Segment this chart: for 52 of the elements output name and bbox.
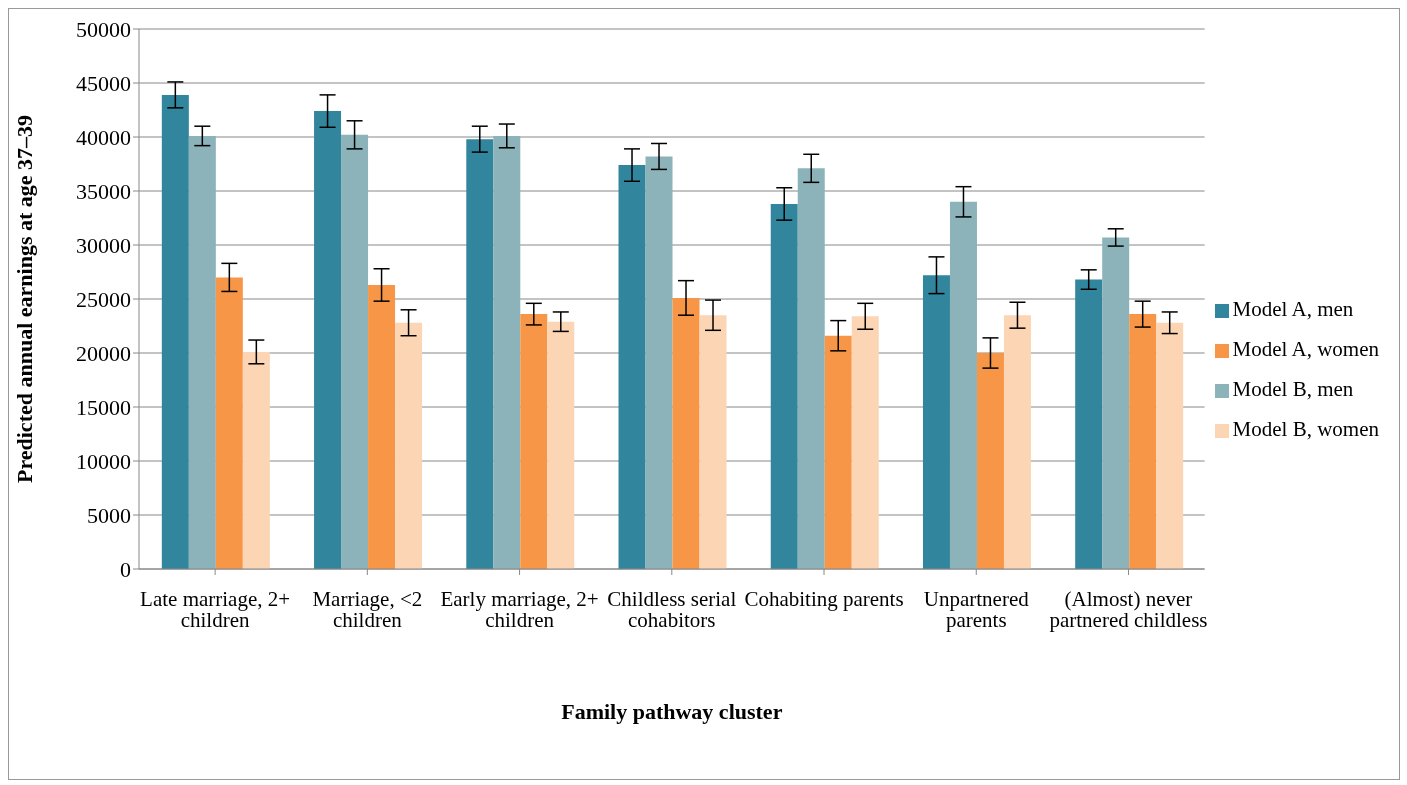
x-tick-label: Unpartnered parents [923, 586, 1030, 632]
bar [770, 203, 798, 569]
bar [341, 134, 369, 569]
y-tick-label: 45000 [76, 70, 131, 96]
x-axis-title: Family pathway cluster [561, 699, 783, 724]
bar [1075, 279, 1103, 569]
bar [547, 321, 575, 569]
bar [699, 315, 727, 569]
bar [493, 135, 521, 569]
legend-label: Model A, women [1232, 337, 1379, 361]
y-tick-label: 30000 [76, 232, 131, 258]
bar [242, 351, 270, 569]
bar [1129, 314, 1157, 569]
legend-label: Model B, women [1232, 417, 1379, 441]
bar [188, 135, 216, 569]
bar [215, 277, 243, 569]
x-tick-label: Late marriage, 2+ children [140, 586, 291, 632]
y-axis-title: Predicted annual earnings at age 37–39 [11, 114, 37, 484]
bar [672, 297, 700, 569]
bar [618, 165, 646, 569]
bar [922, 275, 950, 569]
y-tick-label: 10000 [76, 448, 131, 474]
bar [824, 335, 852, 569]
y-tick-label: 35000 [76, 178, 131, 204]
x-tick-label: Cohabiting parents [744, 586, 904, 611]
legend-label: Model B, men [1232, 377, 1354, 401]
bar [466, 139, 494, 569]
bar [395, 322, 423, 569]
bar [1156, 322, 1184, 569]
legend-label: Model A, men [1232, 297, 1354, 321]
bar [161, 94, 189, 569]
y-tick-label: 25000 [76, 286, 131, 312]
bar [1003, 315, 1031, 569]
y-tick-label: 0 [120, 556, 131, 582]
bar [645, 156, 673, 569]
bar [1102, 237, 1130, 569]
x-tick-label: (Almost) never partnered childless [1049, 586, 1208, 632]
bar [368, 284, 396, 569]
bar [976, 353, 1004, 569]
x-tick-label: Marriage, <2 children [312, 586, 423, 632]
y-tick-label: 40000 [76, 124, 131, 150]
bar [949, 201, 977, 569]
bar [314, 111, 342, 569]
y-tick-label: 20000 [76, 340, 131, 366]
x-tick-label: Childless serial cohabitors [607, 586, 737, 632]
bar [797, 168, 825, 569]
bar [520, 314, 548, 569]
y-tick-label: 50000 [76, 16, 131, 42]
y-tick-label: 15000 [76, 394, 131, 420]
bar [851, 316, 879, 569]
y-tick-label: 5000 [87, 502, 131, 528]
x-tick-label: Early marriage, 2+ children [440, 586, 599, 632]
